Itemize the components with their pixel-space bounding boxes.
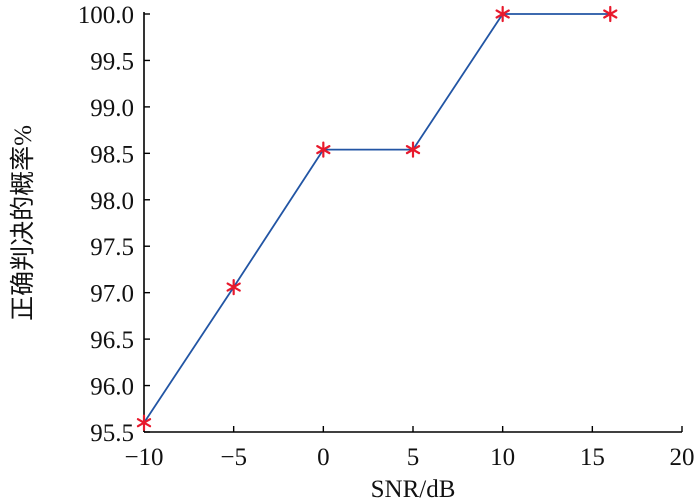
x-tick-label: −10: [124, 444, 163, 471]
y-tick-label: 98.0: [90, 188, 134, 215]
y-tick-label: 100.0: [78, 2, 134, 29]
x-tick-label: 0: [317, 444, 330, 471]
y-tick-label: 95.5: [90, 420, 134, 447]
y-axis-ticks: 95.5 96.0 96.5 97.0 97.5 98.0 98.5 99.0 99.5 100.…: [78, 2, 150, 447]
data-point-marker: [405, 141, 421, 158]
x-tick-label: 10: [490, 444, 515, 471]
series-line: [143, 13, 611, 424]
y-axis-title: 正确判决的概率%: [9, 125, 37, 321]
marker-stroke: [136, 418, 152, 428]
x-tick-label: 5: [407, 444, 420, 471]
y-tick-label: 97.0: [90, 281, 134, 308]
y-tick-label: 97.5: [90, 234, 134, 261]
data-point-marker: [136, 414, 152, 431]
y-tick-label: 99.0: [90, 95, 134, 122]
x-tick-label: −5: [220, 444, 247, 471]
data-point-marker: [226, 278, 241, 296]
marker-stroke: [405, 145, 421, 155]
y-tick-label: 99.5: [90, 48, 134, 75]
plot-area: [136, 5, 618, 431]
marker-stroke: [316, 145, 331, 155]
marker-stroke: [495, 9, 510, 19]
data-point-marker: [316, 141, 331, 158]
data-point-marker: [603, 5, 618, 23]
y-tick-label: 96.5: [90, 327, 134, 354]
x-axis-ticks: −10 −5 0 5 10 15 20: [124, 426, 695, 471]
axes: [143, 12, 682, 433]
y-tick-label: 98.5: [90, 141, 134, 168]
x-tick-label: 20: [670, 444, 695, 471]
marker-stroke: [603, 9, 618, 19]
y-tick-label: 96.0: [90, 374, 134, 401]
x-axis-title: SNR/dB: [371, 476, 456, 501]
data-point-marker: [495, 5, 510, 23]
x-tick-label: 15: [580, 444, 605, 471]
marker-stroke: [226, 282, 241, 292]
